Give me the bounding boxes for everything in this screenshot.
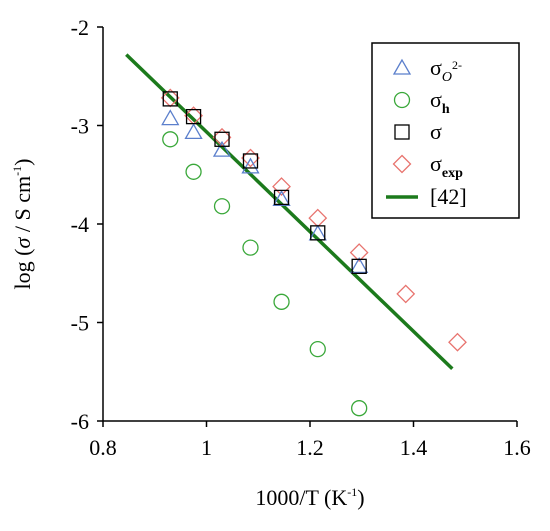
data-point-triangle [212,140,232,157]
data-point-diamond [396,284,416,304]
y-tick-label: -2 [71,15,89,40]
y-tick-label: -4 [71,212,89,237]
x-tick-label: 1.4 [400,435,428,460]
data-point-circle [185,163,202,180]
x-tick-label: 1.6 [503,435,531,460]
data-point-square [242,153,259,169]
data-point-triangle [184,123,203,140]
data-marks [125,53,467,417]
y-tick-label: -5 [71,311,89,336]
legend-entry-0: σO2- [430,55,462,85]
data-point-square [214,131,230,147]
data-point-circle [213,198,231,215]
series-line-42 [125,53,454,371]
legend-marker-square [394,124,410,140]
data-point-triangle [272,190,291,207]
legend-entry-1: σh [430,87,450,117]
data-point-square [162,91,178,107]
legend-entry-2: σ [430,119,442,144]
legend-entry-4: [42] [430,184,467,209]
data-point-square [310,225,326,241]
x-axis-label: 1000/T (K-1) [255,485,364,510]
x-tick-label: 0.8 [89,435,117,460]
y-tick-label: -6 [71,409,89,434]
data-point-diamond [448,332,467,352]
data-point-circle [162,131,179,148]
legend-entry-3: σexp [430,151,463,181]
legend-marker-triangle [392,58,412,75]
data-point-circle [273,293,290,310]
data-point-square [185,108,202,125]
data-point-diamond [349,243,369,262]
y-axis-label: log (σ / S cm-1) [10,159,35,290]
legend: σO2-σhσ σexp [42] [371,42,520,219]
axis-ticks: 0.8 1 1.2 1.4 1.6 -2 -3 -4 -5 -6 [71,15,531,460]
legend-marker-diamond [392,154,412,174]
x-tick-label: 1.2 [296,435,324,460]
legend-items: σO2-σhσ σexp [42] [386,55,467,209]
data-point-triangle [350,257,369,274]
x-tick-label: 1 [201,435,212,460]
data-point-diamond [308,208,328,228]
data-point-square [273,189,290,206]
legend-marker-circle [393,91,411,109]
data-point-circle [309,340,326,358]
data-point-diamond [241,148,260,168]
data-point-circle [351,400,368,417]
legend-box [371,42,520,219]
data-point-square [351,258,367,275]
data-point-triangle [241,157,260,174]
data-point-triangle [161,109,180,126]
data-point-circle [242,239,259,256]
y-tick-label: -3 [71,114,89,139]
data-point-diamond [272,177,291,196]
